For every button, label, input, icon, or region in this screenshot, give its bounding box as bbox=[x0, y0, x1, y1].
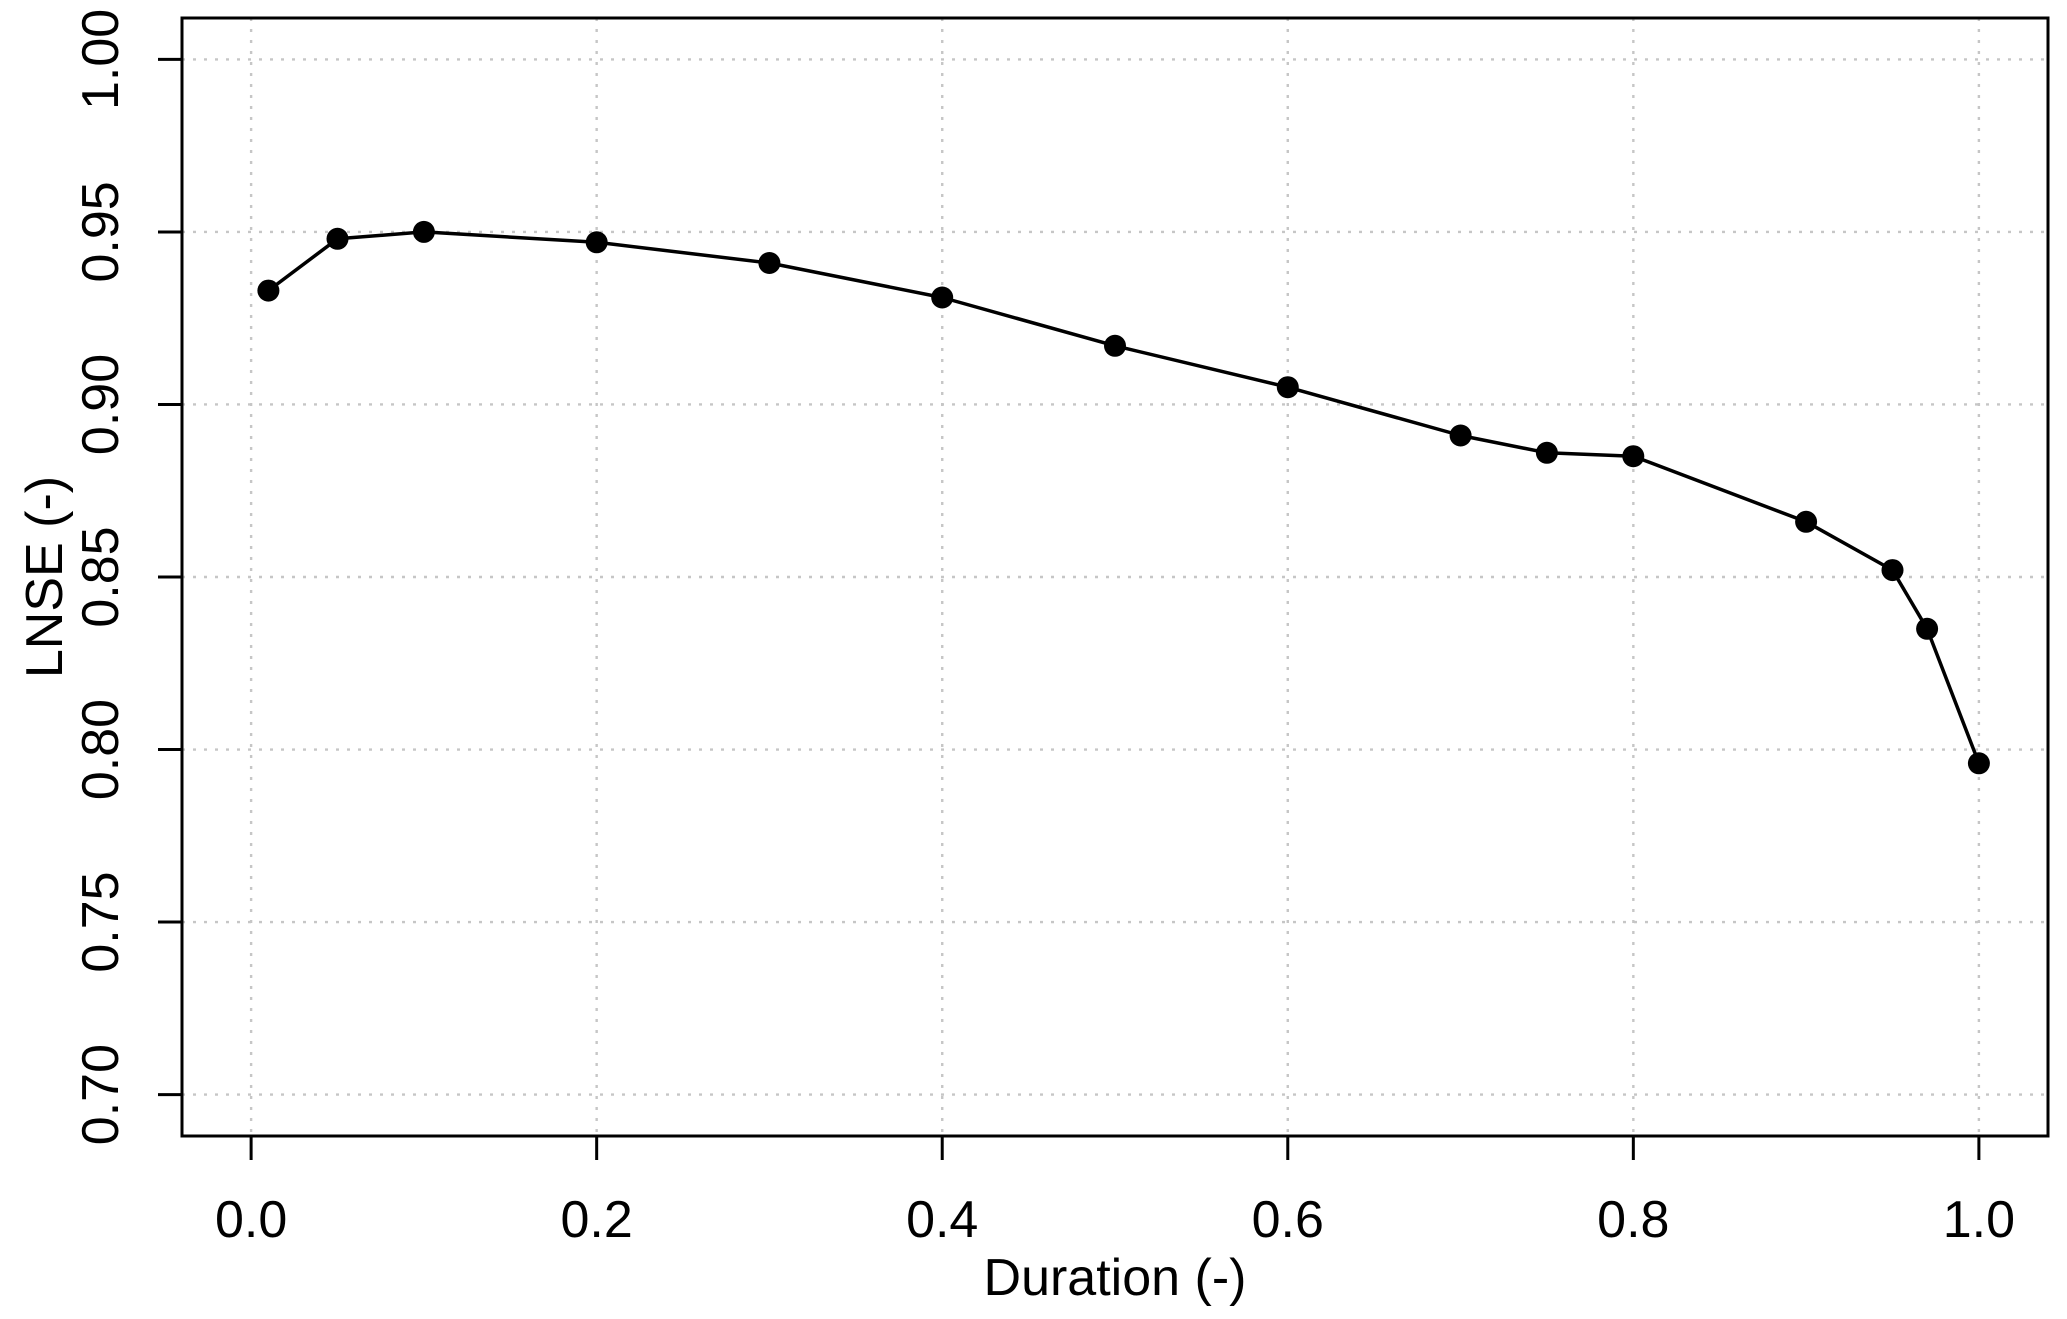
y-tick-label: 1.00 bbox=[72, 9, 130, 110]
y-tick-label: 0.75 bbox=[72, 871, 130, 972]
x-tick-label: 0.6 bbox=[1252, 1191, 1324, 1249]
data-point bbox=[1276, 376, 1299, 399]
y-tick-label: 0.70 bbox=[72, 1044, 130, 1145]
data-point bbox=[1881, 559, 1904, 582]
data-point bbox=[1795, 510, 1818, 533]
data-point bbox=[326, 227, 349, 250]
y-tick-label: 0.95 bbox=[72, 181, 130, 282]
y-tick-label: 0.80 bbox=[72, 699, 130, 800]
x-tick-label: 0.0 bbox=[215, 1191, 287, 1249]
y-tick-label: 0.85 bbox=[72, 526, 130, 627]
x-tick-label: 0.2 bbox=[561, 1191, 633, 1249]
data-point bbox=[758, 252, 781, 274]
data-line bbox=[266, 230, 1981, 766]
x-tick-label: 1.0 bbox=[1943, 1191, 2015, 1249]
data-point bbox=[257, 279, 280, 302]
data-point bbox=[1449, 424, 1472, 447]
x-axis-title: Duration (-) bbox=[984, 1249, 1247, 1307]
data-point bbox=[1104, 334, 1126, 357]
data-point bbox=[1535, 441, 1558, 464]
data-point bbox=[412, 220, 435, 243]
data-point bbox=[1622, 445, 1645, 468]
y-tick-label: 0.90 bbox=[72, 354, 130, 455]
data-point bbox=[1967, 752, 1990, 775]
data-point bbox=[585, 231, 608, 254]
x-tick-label: 0.8 bbox=[1597, 1191, 1669, 1249]
data-point bbox=[1916, 617, 1939, 640]
data-point bbox=[931, 286, 954, 309]
grid-layer bbox=[182, 18, 2048, 1136]
x-tick-label: 0.4 bbox=[906, 1191, 978, 1249]
point-layer bbox=[257, 220, 1990, 775]
tick-layer bbox=[158, 57, 1981, 1160]
tick-label-layer: 0.0 0.2 0.4 0.6 0.8 1.0 0.70 0.75 0.80 0.85 0.90 0.… bbox=[72, 9, 2015, 1249]
y-axis-title: LNSE (-) bbox=[16, 476, 74, 678]
